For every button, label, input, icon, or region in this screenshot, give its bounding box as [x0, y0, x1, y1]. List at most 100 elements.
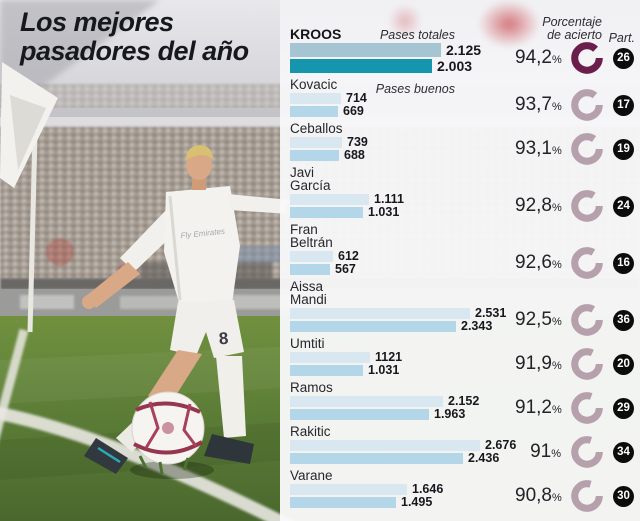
player-name: Javi García — [290, 165, 331, 193]
total-passes-bar — [290, 251, 333, 262]
matches-played-badge: 20 — [613, 353, 634, 375]
accuracy-ring-icon — [571, 247, 603, 279]
matches-played-badge: 36 — [613, 309, 634, 331]
total-passes-bar-line: 2.125 — [290, 43, 636, 57]
good-passes-bar-line: 567 — [290, 263, 636, 275]
good-passes-bar-line: 2.343 — [290, 320, 636, 332]
player-name: Varane — [290, 468, 333, 483]
percent-sign: % — [551, 404, 562, 416]
player-name: Ramos — [290, 380, 333, 395]
good-passes-bar — [290, 264, 330, 275]
player-row-kovacic: Kovacic 714 669 93,7% 17 — [290, 78, 636, 121]
accuracy-ring-icon — [571, 133, 603, 165]
percent-sign: % — [551, 316, 562, 328]
accuracy-percentage: 91,9% — [515, 353, 562, 374]
good-passes-bar-value: 1.031 — [368, 363, 400, 377]
row-metrics: 93,1% 19 — [515, 129, 634, 169]
percent-sign: % — [551, 145, 562, 157]
total-passes-bar-line: 2.152 — [290, 395, 636, 407]
accuracy-percentage: 90,8% — [515, 485, 562, 506]
accuracy-ring-icon — [571, 480, 603, 512]
total-passes-bar-value: 2.125 — [446, 41, 482, 58]
total-passes-bar-line: 1.111 — [290, 192, 636, 206]
good-passes-bar — [290, 207, 363, 218]
percent-sign: % — [551, 448, 561, 460]
accuracy-ring-icon — [571, 304, 603, 336]
accuracy-percentage: 94,2% — [515, 47, 562, 68]
matches-played-badge: 26 — [613, 47, 634, 69]
percent-header-line-1: Porcentaje — [542, 15, 602, 29]
legend-good-passes: Pases buenos — [375, 82, 455, 96]
good-passes-bar-line: 1.031 — [290, 206, 636, 218]
row-metrics: 93,7% 17 — [515, 85, 634, 125]
total-passes-bar — [290, 484, 407, 495]
good-passes-bar — [290, 106, 338, 117]
matches-played-badge: 19 — [613, 138, 634, 160]
accuracy-ring-icon — [571, 436, 603, 468]
total-passes-bar-value: 1.646 — [412, 482, 444, 496]
accuracy-ring-icon — [571, 89, 603, 121]
total-passes-bar-line: 739 — [290, 136, 636, 148]
matches-played-badge: 24 — [613, 195, 634, 217]
player-name: KROOS — [290, 26, 342, 42]
good-passes-bar-line: 2.003 — [290, 59, 636, 73]
good-passes-bar-value: 669 — [343, 104, 364, 118]
player-row-javi-garc-a: Javi García 1.111 1.031 92,8% 24 — [290, 165, 636, 222]
total-passes-bar-line: 2.676 — [290, 438, 636, 452]
player-name: Fran Beltrán — [290, 222, 333, 250]
total-passes-bar-value: 1.111 — [374, 192, 404, 206]
matches-played-badge: 34 — [613, 441, 634, 463]
player-row-umtiti: Umtiti 1121 1.031 91,9% 20 — [290, 336, 636, 380]
good-passes-bar-value: 1.495 — [401, 495, 433, 509]
total-passes-bar-value: 2.676 — [485, 438, 517, 452]
player-row-varane: Varane 1.646 1.495 90,8% 30 — [290, 468, 636, 512]
percent-sign: % — [551, 101, 562, 113]
percent-sign: % — [551, 259, 562, 271]
player-row-ramos: Ramos 2.152 1.963 91,2% 29 — [290, 380, 636, 424]
total-passes-bar — [290, 440, 480, 451]
accuracy-ring-icon — [571, 190, 603, 222]
good-passes-bar-value: 2.436 — [468, 451, 500, 465]
matches-played-badge: 30 — [613, 485, 634, 507]
total-passes-bar — [290, 93, 341, 104]
good-passes-bar — [290, 497, 396, 508]
percent-sign: % — [551, 202, 562, 214]
row-metrics: 94,2% 26 — [515, 38, 634, 78]
player-name: Umtiti — [290, 336, 325, 351]
title-line-2: pasadores del año — [20, 36, 249, 66]
row-metrics: 91,2% 29 — [515, 388, 634, 428]
total-passes-bar-line: 612 — [290, 249, 636, 263]
player-name: Ceballos — [290, 121, 343, 136]
good-passes-bar-line: 669 — [290, 104, 636, 118]
accuracy-percentage: 91,2% — [515, 397, 562, 418]
good-passes-bar-value: 688 — [344, 148, 365, 162]
good-passes-bar — [290, 453, 463, 464]
total-passes-bar-line: 714 — [290, 92, 636, 104]
total-passes-bar-value: 1121 — [375, 350, 403, 364]
total-passes-bar-line: 1.646 — [290, 482, 636, 496]
percent-sign: % — [551, 492, 562, 504]
player-name: Aissa Mandi — [290, 279, 327, 307]
total-passes-bar — [290, 308, 470, 319]
matches-played-badge: 29 — [613, 397, 634, 419]
total-passes-bar-line: 1121 — [290, 350, 636, 364]
good-passes-bar-value: 2.003 — [437, 57, 473, 74]
good-passes-bar — [290, 409, 429, 420]
accuracy-percentage: 93,7% — [515, 94, 562, 115]
row-metrics: 91,9% 20 — [515, 344, 634, 384]
total-passes-bar — [290, 194, 369, 205]
total-passes-bar-value: 612 — [338, 249, 359, 263]
total-passes-bar — [290, 352, 370, 363]
accuracy-percentage: 92,5% — [515, 309, 562, 330]
row-metrics: 92,5% 36 — [515, 300, 634, 340]
part-column-header: Part. — [608, 31, 635, 45]
shirt-number-text: 8 — [218, 329, 229, 349]
player-row-fran-beltr-n: Fran Beltrán 612 567 92,6% 16 — [290, 222, 636, 279]
player-row-ceballos: Ceballos 739 688 93,1% 19 — [290, 121, 636, 165]
good-passes-bar-line: 1.495 — [290, 495, 636, 509]
page-title: Los mejores pasadores del año — [20, 8, 249, 66]
good-passes-bar — [290, 365, 363, 376]
percent-sign: % — [551, 360, 562, 372]
good-passes-bar-line: 688 — [290, 148, 636, 162]
